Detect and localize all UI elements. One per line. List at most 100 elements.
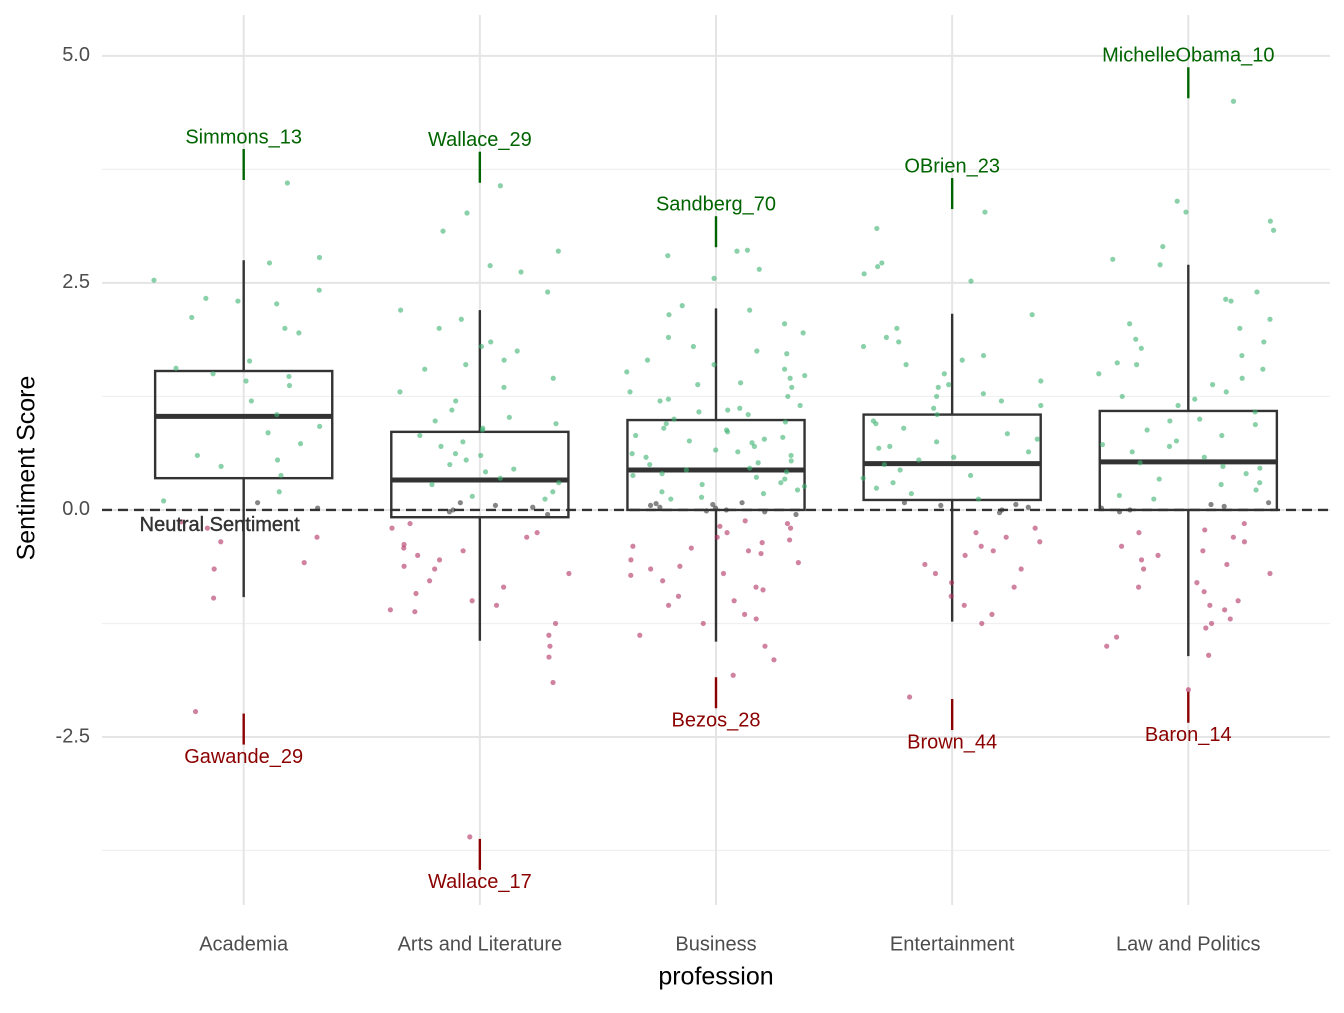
point	[1235, 598, 1241, 604]
point	[546, 632, 552, 638]
point	[759, 540, 765, 546]
point	[506, 414, 512, 420]
point	[782, 476, 788, 482]
point	[624, 369, 630, 375]
point	[1208, 620, 1215, 627]
point	[975, 496, 982, 502]
point	[426, 578, 433, 584]
point	[647, 461, 653, 468]
point	[890, 480, 896, 486]
extreme-point	[1185, 687, 1191, 693]
point	[1201, 454, 1207, 460]
point	[297, 441, 304, 447]
point	[1267, 570, 1273, 577]
point	[700, 620, 706, 627]
point	[151, 277, 157, 283]
point	[210, 371, 216, 377]
point	[753, 474, 760, 480]
point	[1110, 256, 1116, 262]
point	[1155, 552, 1161, 558]
point	[265, 430, 271, 436]
point	[695, 382, 701, 388]
point	[659, 489, 665, 495]
point	[460, 548, 466, 554]
point	[753, 584, 759, 590]
point	[511, 466, 517, 472]
point	[1228, 298, 1234, 304]
point	[449, 407, 455, 413]
point	[478, 343, 485, 350]
point	[628, 572, 634, 578]
point	[446, 509, 453, 515]
point	[660, 578, 666, 584]
point	[545, 289, 551, 295]
point	[666, 312, 672, 318]
point	[879, 260, 885, 266]
point	[876, 445, 882, 451]
point	[553, 421, 559, 427]
point	[922, 561, 928, 568]
point	[754, 348, 760, 354]
point-label: Simmons_13	[185, 126, 302, 148]
point	[800, 330, 806, 336]
point	[668, 496, 674, 502]
point	[478, 452, 484, 459]
point	[1183, 209, 1189, 215]
box	[390, 430, 570, 519]
point	[1119, 393, 1125, 400]
point-label: Gawande_29	[184, 746, 303, 768]
point	[1144, 427, 1150, 433]
point	[665, 334, 672, 340]
extreme-point	[284, 180, 290, 186]
x-tick-label: Law and Politics	[1116, 933, 1261, 955]
point	[1135, 584, 1142, 590]
point	[724, 530, 730, 536]
extreme-point	[1230, 98, 1237, 104]
point	[951, 454, 957, 460]
point	[542, 496, 548, 502]
point-label: Sandberg_70	[656, 193, 776, 215]
y-tick-label: 5.0	[62, 44, 90, 66]
point	[296, 330, 302, 336]
point	[218, 539, 224, 545]
point	[745, 548, 752, 554]
point	[453, 398, 459, 404]
point	[1011, 584, 1017, 590]
point	[663, 421, 669, 427]
point	[751, 443, 758, 449]
point	[690, 343, 696, 350]
point	[266, 260, 273, 266]
x-tick-label: Academia	[199, 933, 289, 955]
point	[980, 391, 986, 397]
point	[745, 411, 751, 418]
point	[1241, 539, 1248, 545]
point	[802, 372, 808, 379]
point	[1114, 360, 1120, 366]
point	[501, 584, 507, 590]
point	[210, 595, 217, 601]
point	[789, 384, 795, 390]
point	[497, 475, 503, 481]
point	[657, 504, 663, 510]
point	[1113, 634, 1120, 640]
point-label: Wallace_17	[428, 871, 532, 893]
point	[761, 436, 767, 442]
point	[1133, 336, 1139, 342]
point	[762, 643, 768, 649]
point	[794, 487, 801, 493]
point	[282, 325, 288, 331]
extreme-point	[497, 183, 503, 189]
point	[429, 481, 435, 488]
point	[735, 449, 741, 455]
point	[742, 611, 748, 617]
point	[644, 357, 651, 363]
point	[1029, 312, 1035, 318]
point	[753, 616, 759, 622]
point	[438, 443, 444, 449]
x-tick-label: Entertainment	[890, 933, 1015, 955]
point	[417, 432, 423, 439]
point	[552, 620, 559, 627]
point	[633, 432, 639, 439]
point-label: Brown_44	[907, 731, 997, 753]
point	[518, 269, 524, 275]
